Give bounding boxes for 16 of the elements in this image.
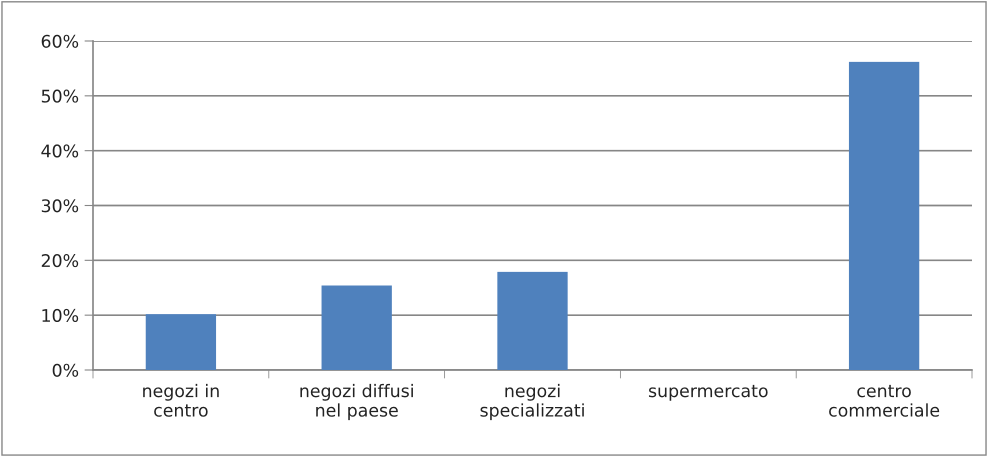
x-tick-label: negozi in centro [143, 384, 219, 417]
bar [146, 314, 216, 370]
x-tick-label: negozi specializzati [480, 384, 584, 420]
x-tick-label: negozi diffusi nel paese [300, 384, 413, 420]
y-tick-label: 10% [42, 308, 78, 322]
y-tick-label: 30% [42, 199, 78, 212]
y-tick-label: 40% [41, 144, 78, 158]
bar [322, 286, 392, 370]
y-tick-label: 50% [42, 90, 78, 103]
y-tick-label: 0% [52, 364, 78, 377]
bar [848, 62, 920, 370]
x-tick-label: supermercato [648, 384, 768, 401]
bar [497, 272, 568, 370]
y-tick-label: 60% [42, 34, 78, 48]
y-tick-label: 20% [42, 254, 78, 268]
x-tick-label: centro commerciale [829, 384, 940, 417]
